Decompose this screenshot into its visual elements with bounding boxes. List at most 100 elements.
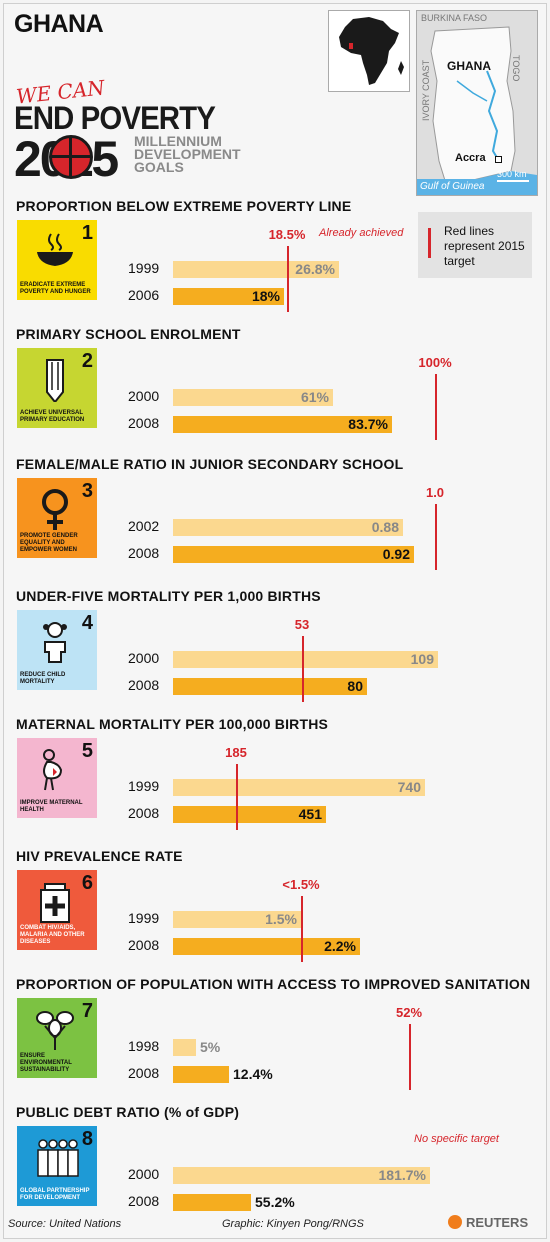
chart-title: MATERNAL MORTALITY PER 100,000 BIRTHS [16,716,329,732]
value-label: 2.2% [324,938,356,954]
medicine-bottle-icon [33,880,70,923]
legend-red-line [428,228,431,258]
year-label: 2000 [128,1166,160,1182]
target-line [301,896,303,962]
goal-label: IMPROVE MATERNAL HEALTH [20,800,83,813]
ghana-detail-map: BURKINA FASO IVORY COAST TOGO GHANA Accr… [416,10,538,196]
goal-number: 7 [81,1000,93,1022]
people-group-icon [33,1136,79,1177]
goal-7-badge: 7 ENSURE ENVIRONMENTAL SUSTAINABILITY [17,998,97,1078]
female-symbol-icon [33,488,69,530]
year-label: 2008 [128,937,160,953]
goal-1-badge: 1 ERADICATE EXTREME POVERTY AND HUNGER [17,220,97,300]
target-label: 52% [395,1005,423,1020]
goal-number: 3 [81,480,93,502]
value-label: 18% [251,288,280,304]
value-label: 740 [397,779,421,795]
goal-6-badge: 6 COMBAT HIV/AIDS, MALARIA AND OTHER DISE… [17,870,97,950]
bar [173,779,425,796]
capital-marker-icon [495,156,502,163]
target-line [409,1024,411,1090]
target-label: 100% [418,355,452,370]
value-label: 80 [347,678,363,694]
goal-label: PROMOTE GENDER EQUALITY AND EMPOWER WOME… [20,533,78,553]
map-scale-label: 300 km [497,169,527,179]
value-label: 0.88 [371,519,399,535]
goal-4-badge: 4 REDUCE CHILD MORTALITY [17,610,97,690]
goal-8-badge: 8 GLOBAL PARTNERSHIP FOR DEVELOPMENT [17,1126,97,1206]
goal-label: REDUCE CHILD MORTALITY [20,672,66,685]
value-label: 181.7% [378,1167,426,1183]
goal-label: ENSURE ENVIRONMENTAL SUSTAINABILITY [20,1053,72,1073]
value-label: 26.8% [295,261,335,277]
africa-map-icon [339,17,404,85]
reuters-logo: REUTERS [448,1215,528,1230]
year-label: 2000 [128,650,160,666]
chart-note: Already achieved [319,227,404,239]
value-label: 83.7% [348,416,388,432]
goal-number: 8 [81,1128,93,1150]
value-label: 109 [410,651,434,667]
goal-3-badge: 3 PROMOTE GENDER EQUALITY AND EMPOWER WOM… [17,478,97,558]
source-credit: Source: United Nations [8,1218,122,1230]
goal-number: 6 [81,872,93,894]
target-line [435,504,437,570]
target-line [435,374,437,440]
goal-number: 1 [81,222,93,244]
bar [173,938,360,955]
bar [173,389,333,406]
bar [173,416,392,433]
year-label: 1998 [128,1038,160,1054]
bar [173,261,339,278]
year-label: 2008 [128,1065,160,1081]
year-label: 1999 [128,910,160,926]
goal-5-badge: 5 IMPROVE MATERNAL HEALTH [17,738,97,818]
bar [173,1039,196,1056]
value-label: 55.2% [255,1194,295,1210]
value-label: 0.92 [382,546,410,562]
target-line [302,636,304,702]
bar [173,1167,430,1184]
chart-title: PROPORTION OF POPULATION WITH ACCESS TO … [16,976,531,992]
page-title: GHANA [14,10,104,38]
year-label: 2008 [128,1193,160,1209]
bar [173,546,414,563]
chart-title: UNDER-FIVE MORTALITY PER 1,000 BIRTHS [16,588,321,604]
reuters-brand: REUTERS [466,1215,529,1230]
child-icon [33,620,69,663]
plant-icon [33,1008,74,1050]
target-label: 53 [294,617,310,632]
goal-label: GLOBAL PARTNERSHIP FOR DEVELOPMENT [20,1188,90,1201]
value-label: 12.4% [233,1066,273,1082]
bar [173,1066,229,1083]
goal-number: 5 [81,740,93,762]
value-label: 5% [200,1039,221,1055]
year-label: 2002 [128,518,160,534]
target-label: <1.5% [282,877,320,892]
target-label: 1.0 [425,485,445,500]
ghana-map-shape [417,11,537,195]
chart-title: HIV PREVALENCE RATE [16,848,183,864]
mdg-logo: WE CAN END POVERTY 2015 MILLENNIUM DEVEL… [14,75,294,190]
map-label-ivory-coast: IVORY COAST [421,59,431,121]
year-label: 2008 [128,415,160,431]
target-line [236,764,238,830]
pencil-icon [33,358,69,404]
map-scale-bar [497,180,529,182]
target-label: 18.5% [268,227,306,242]
bar [173,1194,251,1211]
map-label-togo: TOGO [511,55,521,82]
bar [173,678,367,695]
year-label: 2000 [128,388,160,404]
target-line [287,246,289,312]
bar [173,288,284,305]
legend-text: Red lines represent 2015 target [444,224,525,268]
bar [173,651,438,668]
year-label: 2008 [128,805,160,821]
chart-title: PRIMARY SCHOOL ENROLMENT [16,326,241,342]
logo-end-poverty: END POVERTY [14,100,216,136]
logo-mdg-text: MILLENNIUM DEVELOPMENT GOALS [134,133,241,175]
bar [173,806,326,823]
bar [173,519,403,536]
year-label: 2008 [128,677,160,693]
